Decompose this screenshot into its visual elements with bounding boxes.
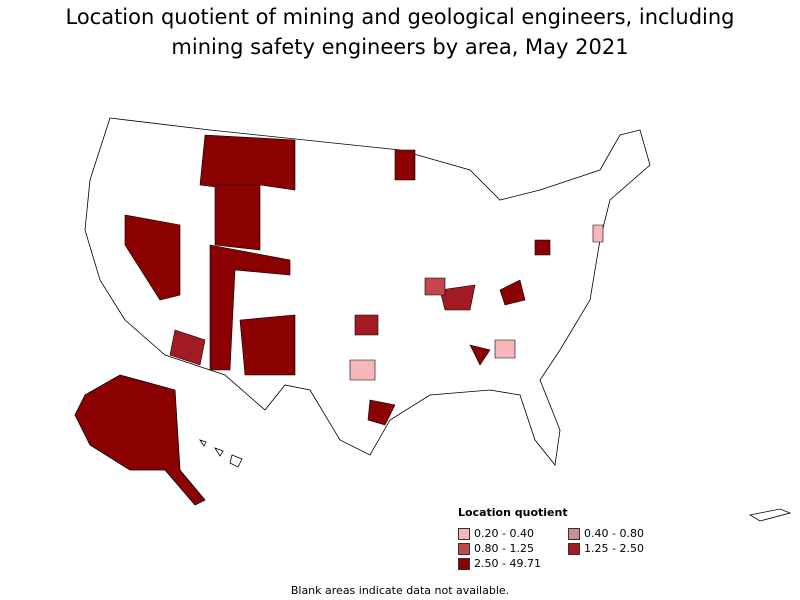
alaska [74, 374, 206, 506]
area [199, 134, 296, 191]
legend-swatch [458, 542, 470, 555]
legend-swatch [458, 557, 470, 570]
area [499, 279, 526, 306]
puerto-rico [748, 508, 792, 522]
area [349, 359, 376, 381]
area [124, 214, 181, 301]
legend-item: 2.50 - 49.71 [458, 557, 568, 570]
legend-swatch [458, 527, 470, 540]
area [469, 344, 491, 366]
legend: Location quotient 0.20 - 0.40 0.40 - 0.80… [458, 506, 688, 570]
legend-label: 0.40 - 0.80 [584, 527, 644, 540]
legend-label: 1.25 - 2.50 [584, 542, 644, 555]
legend-label: 2.50 - 49.71 [474, 557, 541, 570]
us-map [74, 117, 792, 522]
legend-swatch [568, 542, 580, 555]
area [209, 244, 291, 371]
map [74, 117, 792, 522]
legend-item: 0.20 - 0.40 [458, 527, 568, 540]
legend-item: 0.40 - 0.80 [568, 527, 678, 540]
area [439, 284, 476, 311]
legend-item: 0.80 - 1.25 [458, 542, 568, 555]
area [592, 224, 604, 243]
legend-label: 0.80 - 1.25 [474, 542, 534, 555]
areas [124, 134, 604, 426]
legend-item: 1.25 - 2.50 [568, 542, 678, 555]
area [367, 399, 396, 426]
area [169, 329, 206, 366]
legend-items: 0.20 - 0.40 0.40 - 0.80 0.80 - 1.25 1.25 - … [458, 527, 688, 570]
area [239, 314, 296, 376]
area [424, 277, 446, 296]
legend-swatch [568, 527, 580, 540]
hawaii [199, 439, 243, 468]
area [494, 339, 516, 359]
legend-label: 0.20 - 0.40 [474, 527, 534, 540]
note: Blank areas indicate data not available. [290, 584, 510, 597]
map-title: Location quotient of mining and geologic… [65, 5, 735, 59]
area [534, 239, 551, 256]
area [394, 149, 416, 181]
legend-title: Location quotient [458, 506, 568, 519]
area [354, 314, 379, 336]
area [214, 184, 261, 251]
